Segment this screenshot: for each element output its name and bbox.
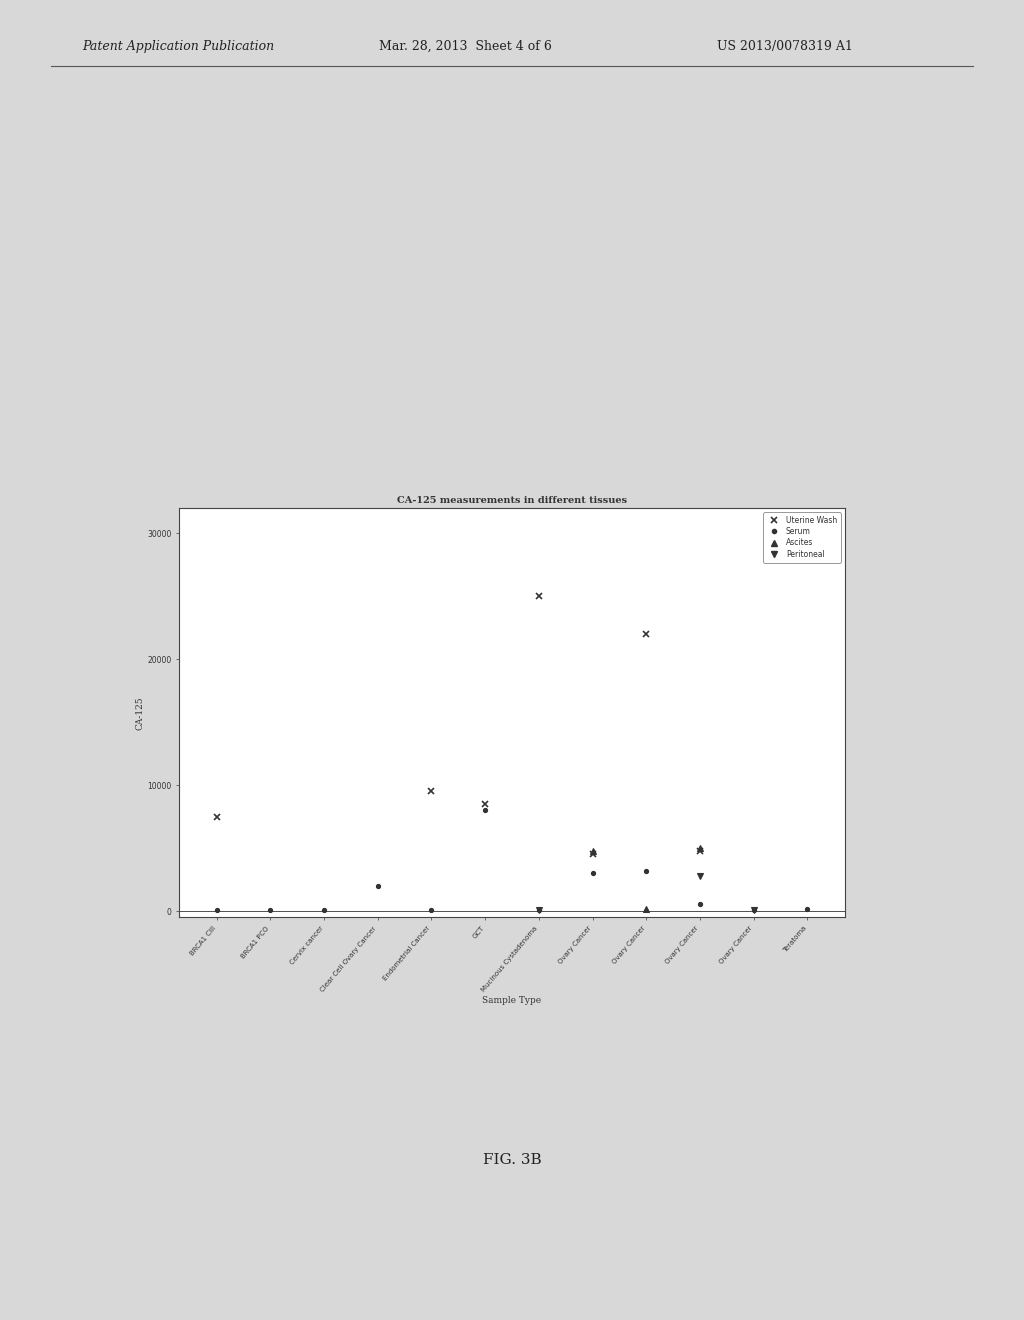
Legend: Uterine Wash, Serum, Ascites, Peritoneal: Uterine Wash, Serum, Ascites, Peritoneal — [763, 512, 841, 562]
Text: Patent Application Publication: Patent Application Publication — [82, 40, 274, 53]
Text: Mar. 28, 2013  Sheet 4 of 6: Mar. 28, 2013 Sheet 4 of 6 — [379, 40, 552, 53]
Title: CA-125 measurements in different tissues: CA-125 measurements in different tissues — [397, 495, 627, 504]
Text: FIG. 3B: FIG. 3B — [482, 1154, 542, 1167]
Text: US 2013/0078319 A1: US 2013/0078319 A1 — [717, 40, 853, 53]
X-axis label: Sample Type: Sample Type — [482, 995, 542, 1005]
Y-axis label: CA-125: CA-125 — [135, 696, 144, 730]
